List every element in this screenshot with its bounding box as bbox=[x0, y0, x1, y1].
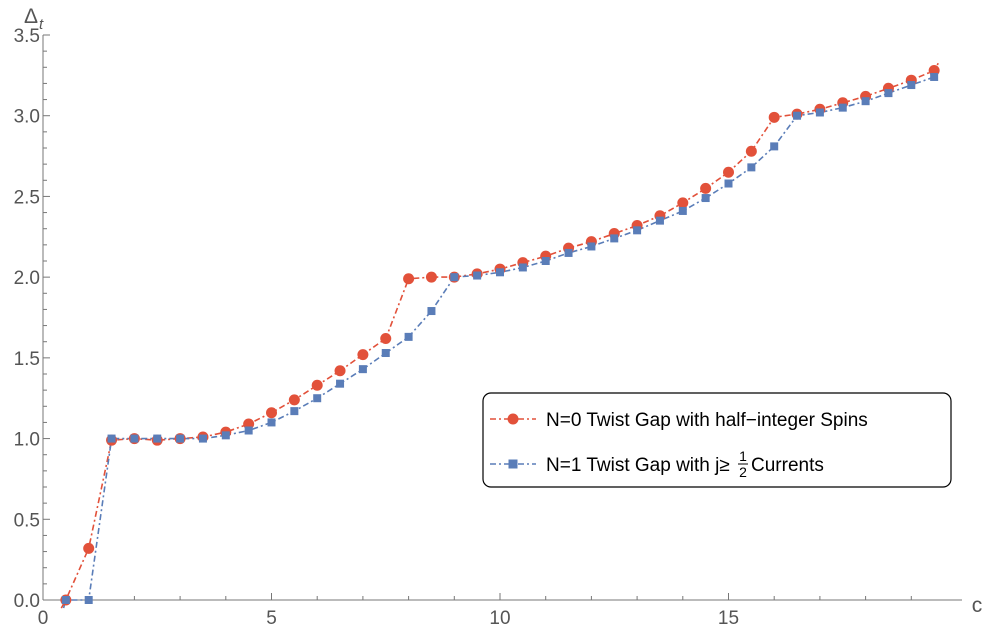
data-point-square bbox=[587, 242, 596, 251]
y-tick-label: 0.5 bbox=[14, 510, 40, 531]
series-line-2 bbox=[62, 70, 940, 609]
data-point-circle bbox=[700, 182, 712, 194]
legend-marker-square bbox=[508, 459, 518, 469]
data-point-square bbox=[793, 111, 802, 120]
legend-label-2-suffix: Currents bbox=[751, 455, 824, 476]
data-point-square bbox=[153, 434, 162, 443]
x-tick-label: 0 bbox=[38, 608, 49, 628]
data-point-square bbox=[724, 179, 733, 188]
data-point-square bbox=[747, 163, 756, 172]
data-point-circle bbox=[745, 145, 757, 157]
x-tick-label: 10 bbox=[489, 608, 510, 628]
data-point-circle bbox=[357, 349, 369, 361]
legend-marker-circle bbox=[507, 413, 519, 425]
data-point-square bbox=[107, 434, 116, 443]
data-point-square bbox=[907, 81, 916, 90]
data-point-circle bbox=[425, 271, 437, 283]
y-tick-label: 1.0 bbox=[14, 430, 40, 451]
y-tick-label: 3.5 bbox=[14, 26, 40, 47]
data-point-square bbox=[198, 434, 207, 443]
data-point-circle bbox=[334, 365, 346, 377]
data-point-square bbox=[450, 273, 459, 282]
data-point-square bbox=[336, 379, 345, 388]
data-point-square bbox=[838, 103, 847, 112]
data-point-circle bbox=[768, 111, 780, 123]
data-point-square bbox=[541, 256, 550, 265]
data-point-square bbox=[358, 365, 367, 374]
data-point-circle bbox=[380, 332, 392, 344]
x-tick-label: 15 bbox=[718, 608, 739, 628]
legend-label-1: N=0 Twist Gap with half−integer Spins bbox=[546, 410, 868, 431]
data-point-circle bbox=[266, 407, 277, 419]
data-point-square bbox=[633, 226, 642, 235]
data-point-circle bbox=[677, 197, 689, 209]
data-point-square bbox=[313, 394, 322, 403]
legend-fraction-numerator: 1 bbox=[739, 448, 747, 464]
legend-fraction-denominator: 2 bbox=[739, 464, 747, 480]
series-line-1 bbox=[60, 62, 940, 609]
data-point-circle bbox=[723, 166, 734, 178]
y-axis-label-subscript: t bbox=[39, 16, 44, 33]
data-point-square bbox=[381, 349, 390, 358]
data-point-circle bbox=[288, 394, 300, 406]
x-axis-label: c bbox=[972, 594, 983, 617]
y-tick-label: 3.0 bbox=[14, 107, 40, 128]
data-point-square bbox=[815, 108, 824, 117]
legend-entry-2: N=1 Twist Gap with j≥ 1 2 Currents bbox=[490, 448, 824, 480]
data-point-square bbox=[130, 434, 139, 443]
y-tick-label: 2.5 bbox=[14, 187, 40, 208]
data-point-circle bbox=[403, 273, 415, 285]
data-point-square bbox=[678, 206, 687, 215]
y-tick-label: 2.0 bbox=[14, 268, 40, 289]
legend-label-2-prefix: N=1 Twist Gap with j≥ bbox=[546, 455, 730, 476]
data-point-square bbox=[244, 426, 253, 435]
data-point-square bbox=[84, 596, 93, 604]
data-point-square bbox=[176, 434, 185, 443]
data-point-square bbox=[610, 234, 619, 243]
data-point-square bbox=[290, 407, 299, 416]
data-point-square bbox=[427, 307, 436, 316]
y-tick-label: 1.5 bbox=[14, 349, 40, 370]
data-point-square bbox=[701, 194, 710, 203]
data-point-square bbox=[473, 271, 482, 280]
data-point-square bbox=[655, 216, 664, 225]
y-axis-label: Δ bbox=[24, 5, 38, 28]
data-point-square bbox=[61, 596, 70, 604]
legend-box bbox=[482, 392, 952, 488]
x-tick-label: 5 bbox=[266, 608, 277, 628]
legend-entry-1: N=0 Twist Gap with half−integer Spins bbox=[490, 410, 868, 431]
axes: 0 5 10 15 0.0 0.5 1.0 1.5 2.0 2.5 3.0 3.5 c Δ t bbox=[14, 5, 983, 628]
data-point-square bbox=[221, 431, 230, 440]
data-point-circle bbox=[311, 379, 323, 391]
data-point-square bbox=[564, 248, 573, 257]
data-point-square bbox=[518, 263, 527, 272]
data-point-square bbox=[884, 89, 893, 98]
series-group bbox=[60, 62, 940, 609]
data-point-square bbox=[404, 332, 413, 341]
data-point-square bbox=[496, 268, 504, 277]
y-tick-label: 0.0 bbox=[14, 591, 40, 612]
data-point-square bbox=[930, 72, 939, 81]
data-point-square bbox=[267, 418, 276, 427]
legend: N=0 Twist Gap with half−integer Spins N=… bbox=[482, 392, 952, 488]
data-point-circle bbox=[83, 542, 95, 554]
data-point-square bbox=[770, 142, 779, 151]
data-point-square bbox=[861, 97, 870, 106]
